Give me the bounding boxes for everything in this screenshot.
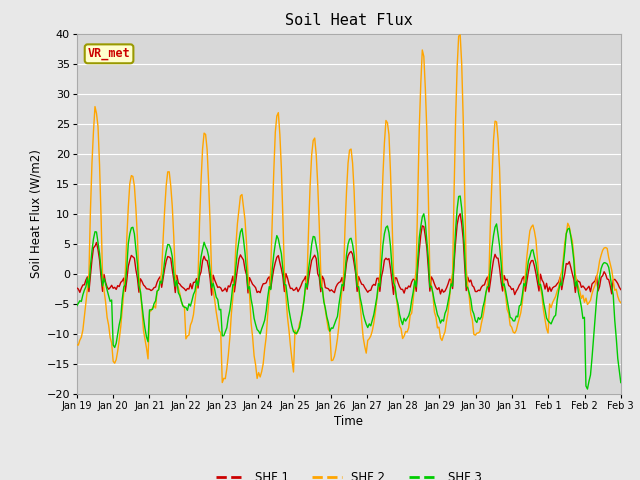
Text: VR_met: VR_met (88, 48, 131, 60)
Y-axis label: Soil Heat Flux (W/m2): Soil Heat Flux (W/m2) (29, 149, 42, 278)
Title: Soil Heat Flux: Soil Heat Flux (285, 13, 413, 28)
X-axis label: Time: Time (334, 415, 364, 428)
Legend: SHF 1, SHF 2, SHF 3: SHF 1, SHF 2, SHF 3 (211, 466, 486, 480)
